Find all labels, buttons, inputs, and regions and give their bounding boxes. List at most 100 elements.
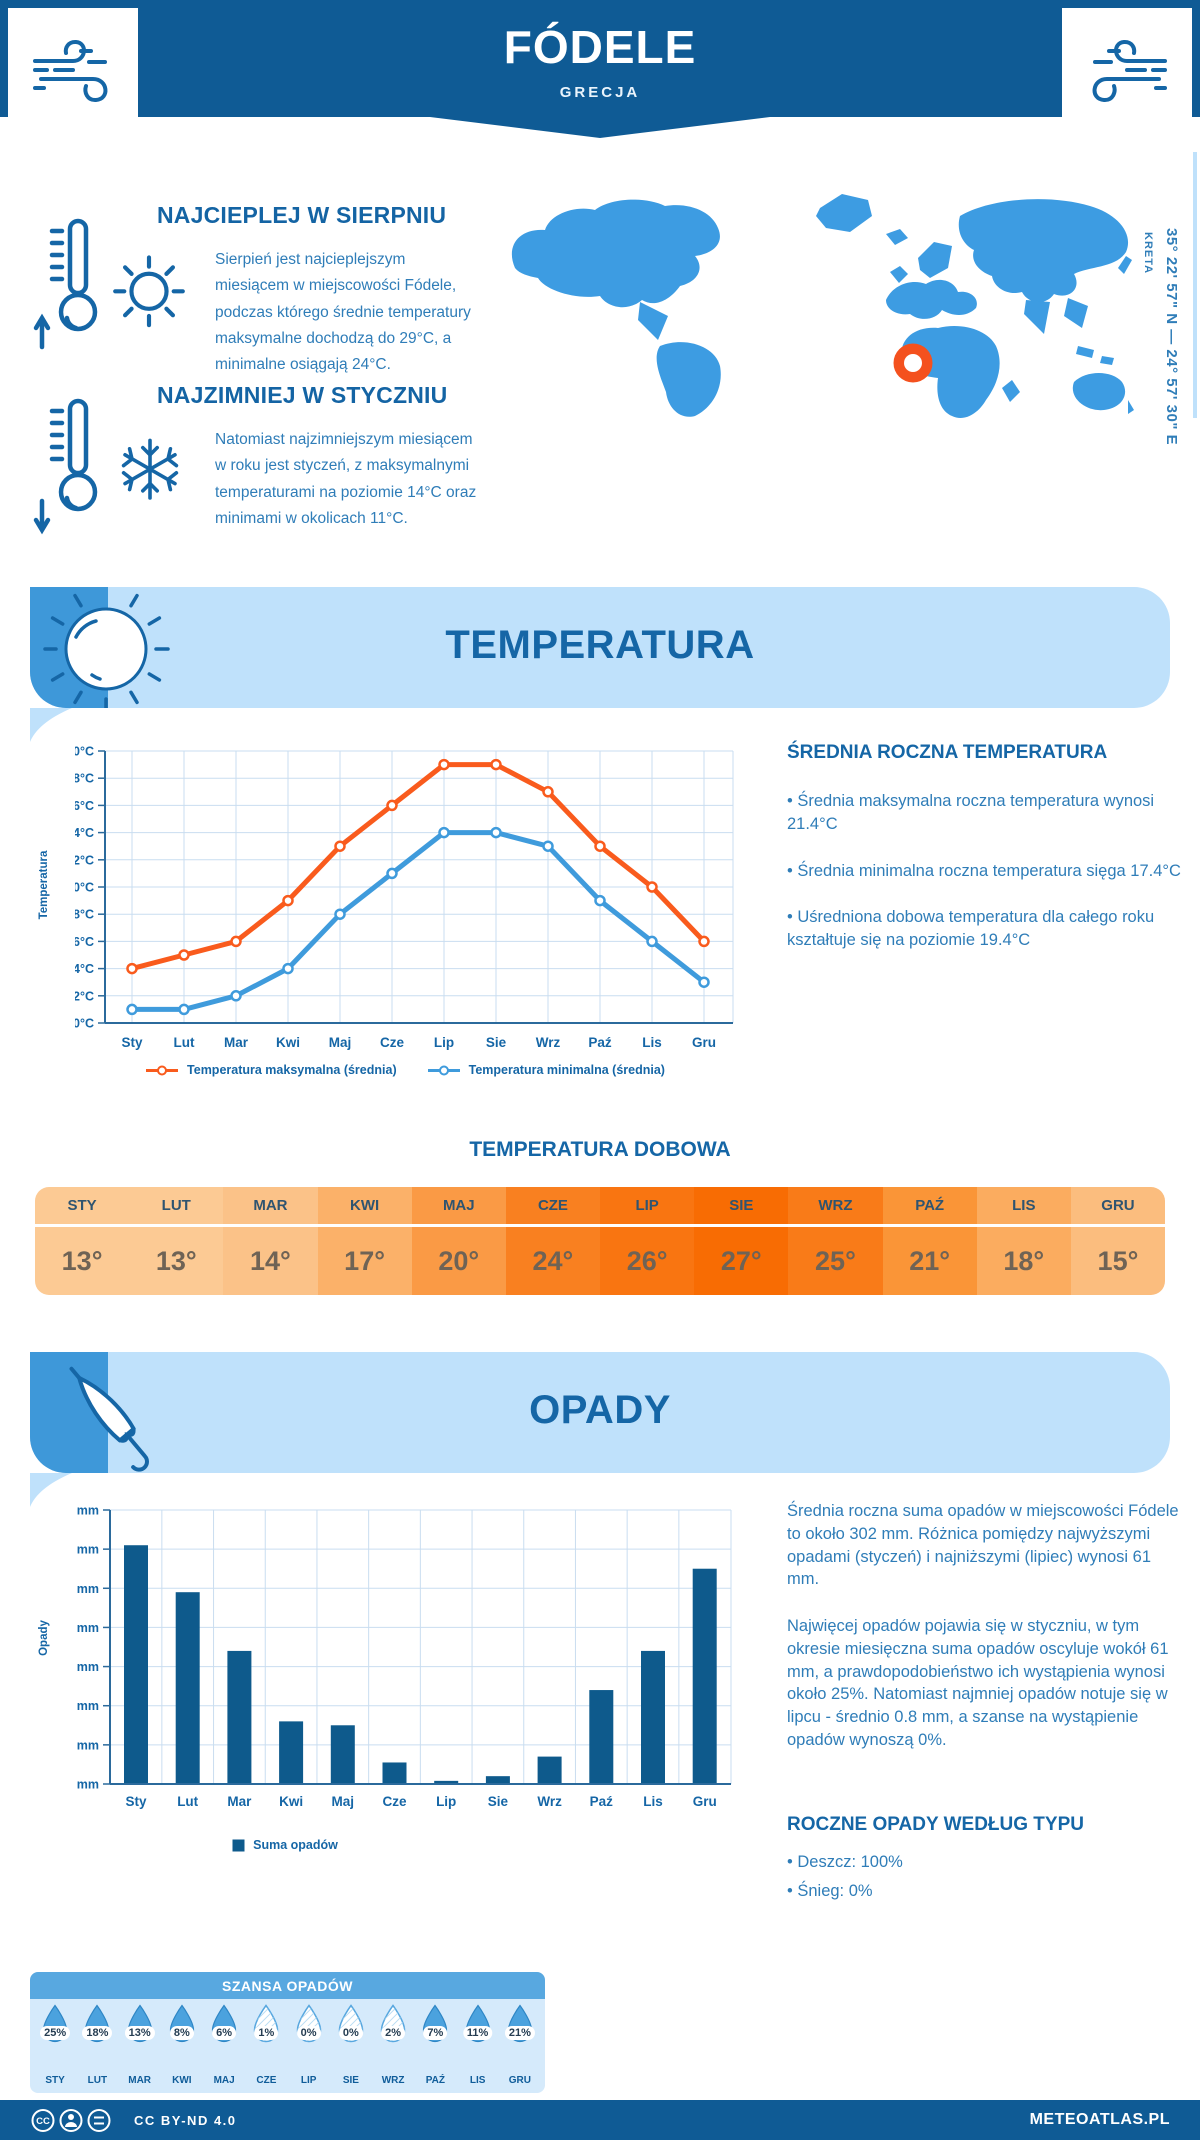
wind-icon-box: [8, 8, 138, 138]
svg-text:Gru: Gru: [693, 1794, 717, 1809]
umbrella-icon: [69, 1366, 149, 1472]
svg-text:70 mm: 70 mm: [75, 1504, 99, 1518]
precipitation-chart-ylabel: Opady: [38, 1620, 50, 1656]
temp-table-column: PAŹ 21°: [882, 1187, 977, 1295]
chance-month: CZE: [256, 2075, 277, 2086]
cc-license-icons: CC: [31, 2108, 111, 2132]
svg-text:Lip: Lip: [436, 1794, 456, 1809]
highlight-warm-heading: NAJCIEPLEJ W SIERPNIU: [157, 202, 447, 228]
svg-text:12°C: 12°C: [75, 989, 94, 1003]
svg-text:60 mm: 60 mm: [75, 1543, 99, 1557]
chance-month: LIS: [469, 2075, 486, 2086]
svg-text:Lut: Lut: [177, 1794, 198, 1809]
svg-text:16°C: 16°C: [75, 935, 94, 949]
chance-column: 13% MAR: [119, 1999, 161, 2093]
precipitation-type-bullet: • Śnieg: 0%: [787, 1882, 873, 1901]
svg-text:Sie: Sie: [488, 1794, 509, 1809]
band-tail: [30, 708, 72, 742]
chance-column: 7% PAŹ: [414, 1999, 456, 2093]
svg-text:20 mm: 20 mm: [75, 1699, 99, 1713]
thermometer-cold-icon: [33, 398, 98, 535]
precipitation-paragraph: Najwięcej opadów pojawia się w styczniu,…: [787, 1617, 1169, 1749]
temp-table-month: WRZ: [788, 1187, 883, 1227]
chance-month: LIP: [300, 2075, 317, 2086]
brand-label: METEOATLAS.PL: [1029, 2111, 1170, 2128]
chance-column: 1% CZE: [245, 1999, 287, 2093]
chance-value: 13%: [124, 2026, 155, 2040]
temp-table-month: GRU: [1070, 1187, 1165, 1227]
svg-text:Wrz: Wrz: [537, 1794, 562, 1809]
svg-text:18°C: 18°C: [75, 908, 94, 922]
chance-column: 18% LUT: [76, 1999, 118, 2093]
daily-temperature-title: TEMPERATURA DOBOWA: [469, 1138, 731, 1161]
location-marker: [893, 343, 933, 383]
page-title: FÓDELE: [503, 21, 697, 73]
precipitation-chance-title: SZANSA OPADÓW: [30, 1972, 545, 1999]
temperature-chart: 10°C 12°C 14°C 16°C 18°C 20°C 22°C 24°C 26°C 28°C…: [75, 745, 734, 1050]
chance-month: WRZ: [381, 2075, 405, 2086]
svg-text:14°C: 14°C: [75, 962, 94, 976]
legend-label: Temperatura maksymalna (średnia): [187, 1063, 397, 1077]
precipitation-chance-row: 25% STY 18% LUT 13% MAR 8% KWI 6% MAJ 1% CZE 0% LIP 0%…: [30, 1999, 545, 2093]
chance-column: 6% MAJ: [203, 1999, 245, 2093]
temp-table-value: 18°: [1003, 1245, 1045, 1276]
svg-text:30 mm: 30 mm: [75, 1660, 99, 1674]
annual-temperature-column: ŚREDNIA ROCZNA TEMPERATURA • Średnia mak…: [787, 742, 1187, 976]
wind-icon: [1092, 40, 1167, 102]
svg-text:Maj: Maj: [329, 1035, 352, 1050]
sun-icon: [43, 593, 170, 708]
chance-value: 11%: [462, 2026, 493, 2040]
world-map: [511, 194, 1134, 419]
chance-month: LUT: [87, 2075, 108, 2086]
annual-temperature-heading: ŚREDNIA ROCZNA TEMPERATURA: [787, 742, 1108, 763]
temp-table-month: STY: [35, 1187, 130, 1227]
snowflake-icon: [121, 438, 179, 500]
band-tail: [30, 1473, 72, 1507]
chance-value: 6%: [212, 2026, 237, 2040]
legend-line-marker: [427, 1065, 460, 1075]
temp-table-column: LUT 13°: [129, 1187, 224, 1295]
header-ribbon: [430, 117, 770, 138]
svg-text:Gru: Gru: [692, 1035, 716, 1050]
svg-text:50 mm: 50 mm: [75, 1582, 99, 1596]
temp-table-value: 14°: [250, 1245, 291, 1276]
svg-text:Cze: Cze: [382, 1794, 406, 1809]
legend-item: Temperatura maksymalna (średnia): [145, 1063, 397, 1077]
svg-text:Paź: Paź: [590, 1794, 614, 1809]
svg-text:Sty: Sty: [121, 1035, 143, 1050]
annual-temp-bullet: • Średnia maksymalna roczna temperatura …: [787, 792, 1155, 833]
temperature-band: TEMPERATURA: [30, 587, 1170, 708]
temp-table-column: KWI 17°: [317, 1187, 412, 1295]
svg-text:Sie: Sie: [486, 1035, 507, 1050]
precipitation-type-bullet: • Deszcz: 100%: [787, 1852, 903, 1871]
footer: CC CC BY-ND 4.0 METEOATLAS.PL: [0, 2100, 1200, 2140]
legend-label: Suma opadów: [253, 1838, 338, 1852]
chance-value: 1%: [254, 2026, 279, 2040]
svg-text:Wrz: Wrz: [536, 1035, 561, 1050]
svg-text:Sty: Sty: [125, 1794, 147, 1809]
annual-temp-bullet: • Uśredniona dobowa temperatura dla całe…: [787, 908, 1155, 950]
svg-text:CC: CC: [36, 2116, 50, 2127]
temp-table-month: LIS: [976, 1187, 1071, 1227]
svg-text:Lis: Lis: [642, 1035, 662, 1050]
thermometer-warm-icon: [33, 218, 98, 350]
svg-text:10°C: 10°C: [75, 1017, 94, 1031]
temp-table-column: MAR 14°: [223, 1187, 318, 1295]
temp-table-value: 20°: [438, 1245, 480, 1276]
sun-icon: [113, 255, 185, 328]
svg-text:10 mm: 10 mm: [75, 1738, 99, 1752]
temp-table-value: 26°: [626, 1245, 668, 1276]
temp-table-value: 21°: [909, 1245, 951, 1276]
annual-temp-bullet: • Średnia minimalna roczna temperatura s…: [787, 861, 1181, 880]
temp-table-month: CZE: [505, 1187, 601, 1227]
chance-month: MAJ: [213, 2075, 235, 2086]
highlight-cold-heading: NAJZIMNIEJ W STYCZNIU: [157, 382, 448, 408]
license-label: CC BY-ND 4.0: [134, 2112, 237, 2128]
svg-text:Maj: Maj: [332, 1794, 355, 1809]
temp-table-column: SIE 27°: [694, 1187, 789, 1295]
svg-text:30°C: 30°C: [75, 745, 94, 759]
temperature-band-title: TEMPERATURA: [445, 623, 755, 667]
precipitation-chance-panel: SZANSA OPADÓW 25% STY 18% LUT 13% MAR 8% KWI 6% M…: [30, 1972, 545, 2093]
svg-text:Mar: Mar: [227, 1794, 252, 1809]
